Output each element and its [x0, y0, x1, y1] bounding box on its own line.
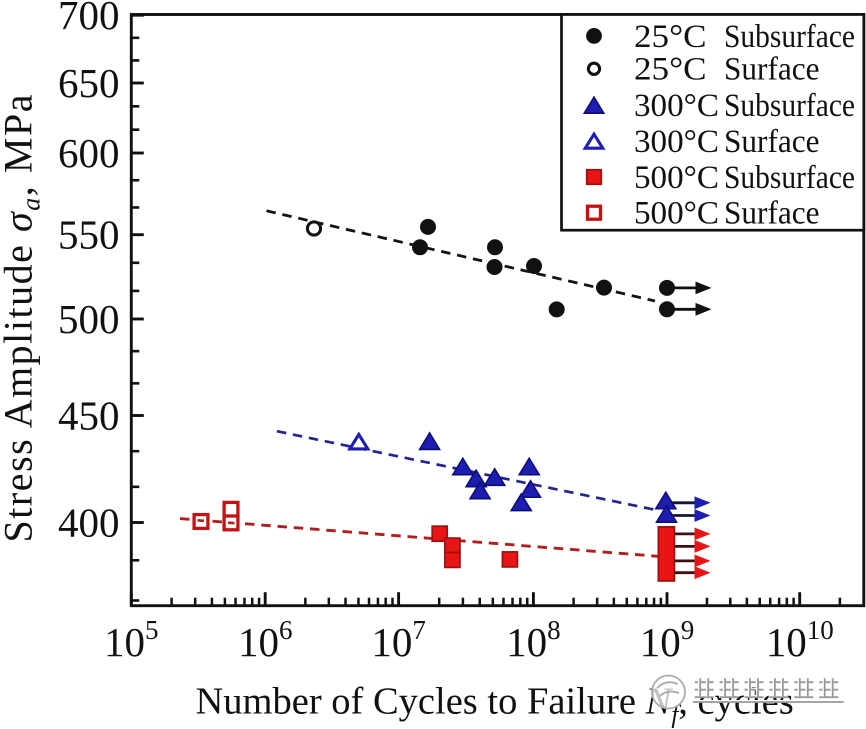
svg-text:25°C: 25°C — [634, 52, 707, 88]
svg-text:109: 109 — [640, 615, 695, 665]
svg-text:Subsurface: Subsurface — [724, 88, 855, 124]
svg-text:500°C: 500°C — [634, 196, 719, 232]
svg-text:400: 400 — [58, 499, 120, 545]
svg-text:300°C: 300°C — [634, 124, 719, 160]
svg-text:450: 450 — [58, 392, 120, 438]
svg-text:600: 600 — [58, 130, 120, 176]
svg-text:700: 700 — [58, 0, 120, 38]
svg-text:550: 550 — [58, 212, 120, 258]
svg-text:Subsurface: Subsurface — [724, 160, 855, 196]
svg-text:300°C: 300°C — [634, 88, 719, 124]
svg-text:500°C: 500°C — [634, 160, 719, 196]
svg-text:650: 650 — [58, 60, 120, 106]
svg-text:Surface: Surface — [724, 124, 820, 160]
svg-text:500: 500 — [58, 296, 120, 342]
svg-text:25°C: 25°C — [634, 19, 707, 55]
svg-text:Surface: Surface — [724, 52, 820, 88]
svg-text:Surface: Surface — [724, 196, 820, 232]
svg-text:Stress Amplitude σa, MPa: Stress Amplitude σa, MPa — [0, 94, 46, 542]
svg-text:Subsurface: Subsurface — [724, 19, 855, 55]
